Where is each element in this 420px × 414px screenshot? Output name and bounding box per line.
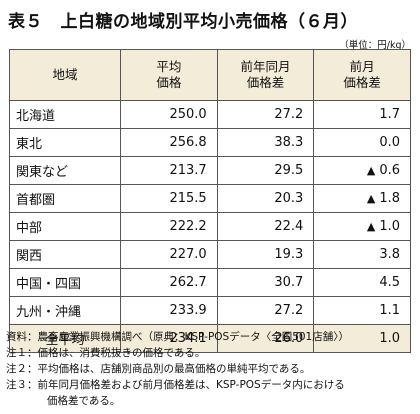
row-avg-price: 250.0 bbox=[120, 100, 218, 129]
row-avg-price: 233.9 bbox=[120, 296, 218, 325]
table-row: 東北 256.8 38.3 0.0 bbox=[9, 128, 411, 157]
row-region: 関西 bbox=[9, 240, 121, 269]
row-region: 九州・沖縄 bbox=[9, 296, 121, 325]
notes-block: 資料：農畜産業振興機構調べ（原典：KSP-POSデータ〈全国501店舗〉） 注１… bbox=[6, 329, 416, 409]
row-mom-value: 1.0 bbox=[379, 219, 400, 234]
header-avg-price: 平均 価格 bbox=[120, 49, 218, 101]
row-region: 中国・四国 bbox=[9, 268, 121, 297]
row-avg-price: 213.7 bbox=[120, 156, 218, 185]
note-3-continued: 価格差である。 bbox=[47, 395, 121, 407]
table-row: 関西 227.0 19.3 3.8 bbox=[9, 240, 411, 269]
row-yoy-diff: 27.2 bbox=[216, 100, 315, 129]
row-yoy-diff: 38.3 bbox=[216, 128, 315, 157]
row-mom-value: 4.5 bbox=[379, 275, 400, 290]
row-yoy-diff: 30.7 bbox=[216, 268, 315, 297]
row-mom-diff: 0.0 bbox=[313, 128, 411, 157]
row-mom-diff: ▲ 1.8 bbox=[313, 184, 411, 213]
header-mom-line1: 前月 bbox=[349, 59, 375, 74]
row-region: 首都圏 bbox=[9, 184, 121, 213]
table-row: 九州・沖縄 233.9 27.2 1.1 bbox=[9, 296, 411, 325]
table-row: 関東など 213.7 29.5 ▲ 0.6 bbox=[9, 156, 411, 185]
row-region: 中部 bbox=[9, 212, 121, 241]
table-row: 中部 222.2 22.4 ▲ 1.0 bbox=[9, 212, 411, 241]
row-avg-price: 227.0 bbox=[120, 240, 218, 269]
row-mom-diff: 1.0 bbox=[313, 324, 411, 353]
unit-label: （単位：円/kg） bbox=[339, 40, 411, 51]
row-avg-price: 215.5 bbox=[120, 184, 218, 213]
row-avg-price: 222.2 bbox=[120, 212, 218, 241]
table-row: 北海道 250.0 27.2 1.7 bbox=[9, 100, 411, 129]
row-mom-value: 3.8 bbox=[379, 247, 400, 262]
row-mom-value: 1.7 bbox=[379, 107, 400, 122]
row-mom-value: 1.0 bbox=[379, 331, 400, 346]
header-region: 地域 bbox=[9, 49, 121, 101]
note-2: 注２：平均価格は、店舗別商品別の最高価格の単純平均である。 bbox=[6, 363, 311, 375]
header-row: 地域 平均 価格 前年同月 価格差 前月 価格差 bbox=[9, 49, 411, 101]
header-yoy-diff: 前年同月 価格差 bbox=[216, 49, 315, 101]
row-mom-diff: ▲ 0.6 bbox=[313, 156, 411, 185]
row-yoy-diff: 27.2 bbox=[216, 296, 315, 325]
table-title: 表５ 上白糖の地域別平均小売価格（６月） bbox=[8, 12, 358, 32]
header-yoy-line2: 価格差 bbox=[246, 75, 285, 90]
row-mom-diff: 1.1 bbox=[313, 296, 411, 325]
row-region: 東北 bbox=[9, 128, 121, 157]
row-mom-value: 0.6 bbox=[379, 163, 400, 178]
row-mom-value: 0.0 bbox=[379, 135, 400, 150]
header-yoy-line1: 前年同月 bbox=[240, 59, 291, 74]
price-table: 地域 平均 価格 前年同月 価格差 前月 価格差 北海道 250.0 27.2 … bbox=[9, 49, 411, 353]
row-region: 全平均 bbox=[9, 324, 121, 353]
row-yoy-diff: 20.3 bbox=[216, 184, 315, 213]
table-row-total: 全平均 234.1 26.0 1.0 bbox=[9, 324, 411, 353]
source-note: 資料：農畜産業振興機構調べ（原典：KSP-POSデータ〈全国501店舗〉） bbox=[6, 331, 349, 343]
header-mom-line2: 価格差 bbox=[343, 75, 381, 90]
table-row: 首都圏 215.5 20.3 ▲ 1.8 bbox=[9, 184, 411, 213]
decrease-triangle-icon: ▲ bbox=[366, 192, 376, 205]
note-3: 注３：前年同月価格差および前月価格差は、KSP-POSデータ内における bbox=[6, 379, 345, 391]
row-avg-price: 262.7 bbox=[120, 268, 218, 297]
decrease-triangle-icon: ▲ bbox=[366, 164, 376, 177]
header-avg-line1: 平均 bbox=[156, 59, 182, 74]
row-yoy-diff: 26.0 bbox=[216, 324, 315, 353]
row-mom-value: 1.8 bbox=[379, 191, 400, 206]
row-region: 北海道 bbox=[9, 100, 121, 129]
header-mom-diff: 前月 価格差 bbox=[313, 49, 411, 101]
row-avg-price: 256.8 bbox=[120, 128, 218, 157]
row-mom-diff: 3.8 bbox=[313, 240, 411, 269]
row-mom-diff: ▲ 1.0 bbox=[313, 212, 411, 241]
note-1: 注１：価格は、消費税抜きの価格である。 bbox=[6, 347, 206, 359]
row-yoy-diff: 19.3 bbox=[216, 240, 315, 269]
row-yoy-diff: 29.5 bbox=[216, 156, 315, 185]
row-mom-value: 1.1 bbox=[379, 303, 400, 318]
header-avg-line2: 価格 bbox=[156, 75, 182, 90]
row-avg-price: 234.1 bbox=[120, 324, 218, 353]
row-region: 関東など bbox=[9, 156, 121, 185]
decrease-triangle-icon: ▲ bbox=[366, 220, 376, 233]
table-row: 中国・四国 262.7 30.7 4.5 bbox=[9, 268, 411, 297]
row-mom-diff: 1.7 bbox=[313, 100, 411, 129]
row-yoy-diff: 22.4 bbox=[216, 212, 315, 241]
row-mom-diff: 4.5 bbox=[313, 268, 411, 297]
